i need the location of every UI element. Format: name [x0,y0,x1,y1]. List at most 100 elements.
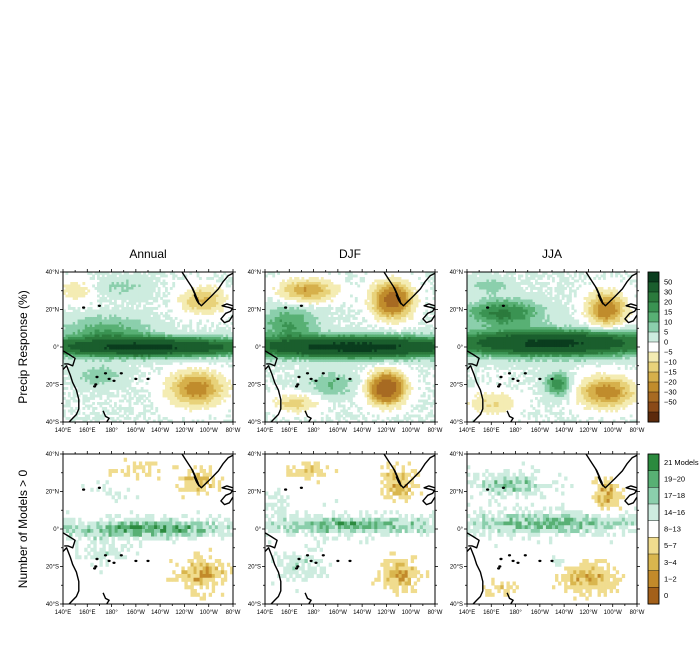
precip-cell [145,342,149,345]
precip-cell [301,332,305,335]
precip-cell [371,287,375,290]
precip-cell [203,289,207,293]
precip-cell [308,292,312,295]
precip-cell [374,349,378,353]
precip-cell [335,384,339,388]
precip-cell [167,344,171,348]
precip-cell [328,319,331,323]
precip-cell [342,319,346,323]
precip-cell [330,312,334,315]
precip-cell [118,377,122,380]
precip-cell [92,277,95,280]
precip-cell [165,294,168,298]
precip-cell [282,384,285,388]
precip-cell [201,352,205,355]
precip-cell [359,367,363,370]
precip-cell [367,304,370,308]
precip-cell [123,362,127,365]
precip-cell [352,377,356,380]
precip-cell [126,337,129,340]
precip-cell [379,284,382,288]
precip-cell [301,362,305,365]
precip-cell [94,329,98,333]
precip-cell [70,282,74,285]
precip-cell [143,334,146,338]
precip-cell [106,314,110,318]
precip-cell [364,394,368,398]
precip-cell [369,347,373,350]
precip-cell [367,359,370,363]
precip-cell [291,292,295,295]
precip-cell [189,379,193,383]
precip-cell [179,377,183,380]
precip-cell [174,372,178,375]
precip-cell [294,397,297,400]
precip-cell [70,419,74,422]
precip-cell [128,302,132,305]
precip-cell [374,302,378,305]
precip-cell [131,379,134,383]
precip-cell [345,314,348,318]
precip-cell [347,279,351,283]
precip-cell [333,394,336,398]
precip-cell [374,387,378,390]
precip-cell [333,404,336,408]
precip-cell [106,324,110,328]
precip-cell [77,377,81,380]
precip-cell [303,382,307,385]
precip-cell [84,384,88,388]
precip-cell [316,297,319,300]
precip-cell [318,314,322,318]
precip-cell [114,404,117,408]
precip-cell [89,374,93,378]
precip-cell [75,367,78,370]
precip-cell [306,314,310,318]
precip-cell [201,392,205,395]
precip-cell [131,279,134,283]
precip-cell [345,327,348,330]
precip-cell [362,349,365,353]
precip-cell [99,342,103,345]
precip-cell [265,337,268,340]
precip-cell [67,292,71,295]
precip-cell [274,369,278,373]
precip-cell [65,294,69,298]
precip-cell [138,309,142,313]
precip-cell [77,309,81,313]
precip-cell [328,359,331,363]
precip-cell [299,419,302,422]
precip-cell [220,364,224,368]
precip-cell [369,304,373,308]
precip-cell [299,324,302,328]
precip-cell [126,352,129,355]
precip-cell [369,402,373,405]
precip-cell [172,399,176,403]
precip-cell [186,337,190,340]
precip-cell [272,312,276,315]
precip-cell [225,339,229,343]
precip-cell [118,334,122,338]
precip-cell [296,277,300,280]
precip-cell [359,369,363,373]
precip-cell [94,347,98,350]
precip-cell [148,342,151,345]
precip-cell [89,377,93,380]
precip-cell [143,347,146,350]
precip-cell [140,297,144,300]
precip-cell [274,344,278,348]
precip-cell [318,387,322,390]
precip-cell [374,404,378,408]
precip-cell [216,287,219,290]
precip-cell [160,332,163,335]
precip-cell [199,289,202,293]
precip-cell [118,404,122,408]
precip-cell [128,294,132,298]
precip-cell [177,394,180,398]
precip-cell [189,297,193,300]
precip-cell [97,357,100,360]
precip-cell [218,329,222,333]
precip-cell [371,307,375,310]
precip-cell [311,334,314,338]
precip-cell [352,332,356,335]
precip-cell [301,397,305,400]
